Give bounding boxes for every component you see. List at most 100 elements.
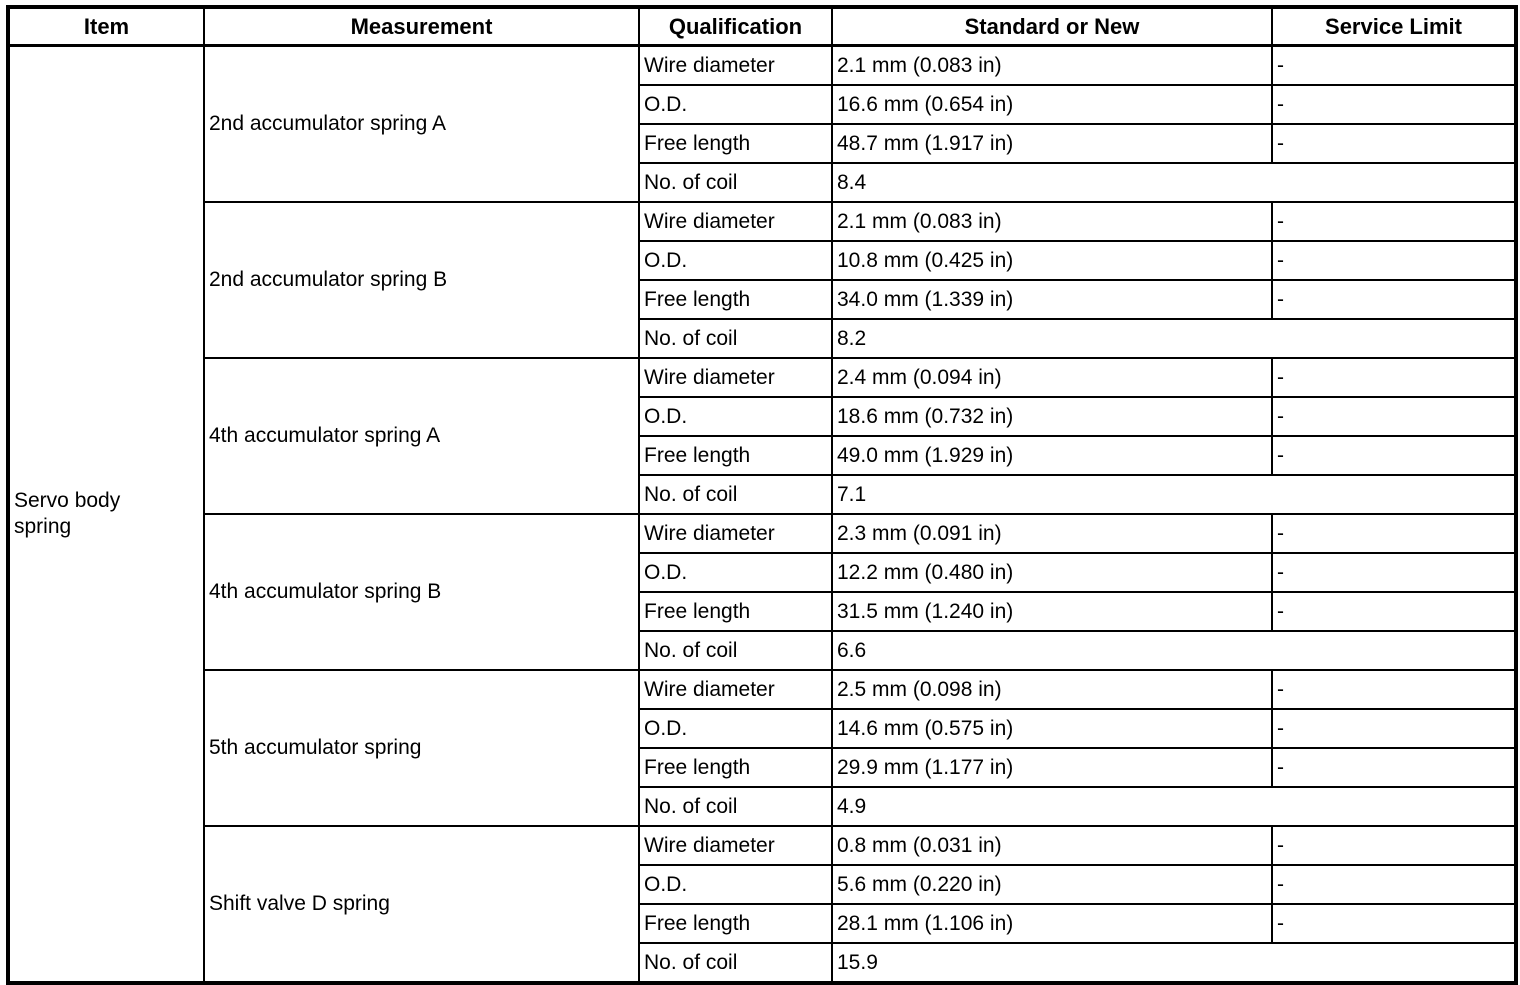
table-row: O.D. 14.6 mm (0.575 in) - — [8, 708, 1517, 749]
table-row: O.D. 16.6 mm (0.654 in) - — [8, 84, 1517, 125]
standard-cell: 49.0 mm (1.929 in) — [831, 435, 1273, 476]
table-row: Free length 49.0 mm (1.929 in) - — [8, 435, 1517, 476]
qualification-cell: No. of coil — [638, 786, 833, 827]
service-cell: - — [1271, 44, 1517, 86]
service-cell: - — [1271, 279, 1517, 320]
standard-cell: 2.1 mm (0.083 in) — [831, 44, 1273, 86]
standard-cell: 48.7 mm (1.917 in) — [831, 123, 1273, 164]
qualification-cell: Free length — [638, 279, 833, 320]
measurement-cell: 4th accumulator spring B — [203, 513, 640, 671]
standard-cell: 2.4 mm (0.094 in) — [831, 357, 1273, 398]
header-row: Item Measurement Qualification Standard … — [7, 6, 1517, 47]
qualification-cell: Free length — [638, 123, 833, 164]
standard-cell: 2.1 mm (0.083 in) — [831, 201, 1273, 242]
table-row: O.D. 5.6 mm (0.220 in) - — [8, 864, 1517, 905]
standard-cell: 8.2 — [831, 318, 1517, 359]
service-cell: - — [1271, 669, 1517, 710]
standard-cell: 31.5 mm (1.240 in) — [831, 591, 1273, 632]
qualification-cell: O.D. — [638, 396, 833, 437]
qualification-cell: No. of coil — [638, 630, 833, 671]
service-cell: - — [1271, 591, 1517, 632]
standard-cell: 8.4 — [831, 162, 1517, 203]
measurement-cell: 4th accumulator spring A — [203, 357, 640, 515]
col-header-standard: Standard or New — [831, 6, 1273, 47]
standard-cell: 5.6 mm (0.220 in) — [831, 864, 1273, 905]
service-cell: - — [1271, 123, 1517, 164]
col-header-measurement: Measurement — [203, 6, 640, 47]
service-cell: - — [1271, 396, 1517, 437]
table-row: O.D. 18.6 mm (0.732 in) - — [8, 396, 1517, 437]
service-cell: - — [1271, 357, 1517, 398]
table-row: No. of coil 7.1 — [8, 474, 1517, 515]
qualification-cell: Wire diameter — [638, 513, 833, 554]
qualification-cell: Free length — [638, 747, 833, 788]
service-cell: - — [1271, 903, 1517, 944]
standard-cell: 10.8 mm (0.425 in) — [831, 240, 1273, 281]
qualification-cell: Wire diameter — [638, 357, 833, 398]
service-cell: - — [1271, 864, 1517, 905]
qualification-cell: O.D. — [638, 708, 833, 749]
standard-cell: 15.9 — [831, 942, 1517, 984]
standard-cell: 12.2 mm (0.480 in) — [831, 552, 1273, 593]
table-row: Shift valve D spring Wire diameter 0.8 m… — [8, 825, 1517, 984]
table-row: 2nd accumulator spring B Wire diameter 2… — [8, 201, 1517, 359]
measurement-cell: 5th accumulator spring — [203, 669, 640, 827]
service-cell: - — [1271, 708, 1517, 749]
table-row: No. of coil 8.4 — [8, 162, 1517, 203]
standard-cell: 4.9 — [831, 786, 1517, 827]
table-row: Free length 31.5 mm (1.240 in) - — [8, 591, 1517, 632]
table-row: Free length 48.7 mm (1.917 in) - — [8, 123, 1517, 164]
standard-cell: 18.6 mm (0.732 in) — [831, 396, 1273, 437]
qualification-cell: Free length — [638, 435, 833, 476]
table-row: O.D. 12.2 mm (0.480 in) - — [8, 552, 1517, 593]
service-cell: - — [1271, 201, 1517, 242]
standard-cell: 6.6 — [831, 630, 1517, 671]
table-row: O.D. 10.8 mm (0.425 in) - — [8, 240, 1517, 281]
service-cell: - — [1271, 513, 1517, 554]
standard-cell: 16.6 mm (0.654 in) — [831, 84, 1273, 125]
qualification-cell: No. of coil — [638, 162, 833, 203]
qualification-cell: Wire diameter — [638, 44, 833, 86]
table-row: Free length 34.0 mm (1.339 in) - — [8, 279, 1517, 320]
standard-cell: 7.1 — [831, 474, 1517, 515]
service-cell: - — [1271, 552, 1517, 593]
service-cell: - — [1271, 825, 1517, 866]
qualification-cell: Wire diameter — [638, 825, 833, 866]
col-header-item: Item — [7, 6, 205, 47]
document-page: Item Measurement Qualification Standard … — [6, 5, 1518, 985]
table-row: No. of coil 6.6 — [8, 630, 1517, 671]
qualification-cell: No. of coil — [638, 318, 833, 359]
qualification-cell: O.D. — [638, 84, 833, 125]
col-header-service: Service Limit — [1271, 6, 1517, 47]
service-cell: - — [1271, 84, 1517, 125]
measurement-cell: 2nd accumulator spring B — [203, 201, 640, 359]
table-row: 4th accumulator spring A Wire diameter 2… — [8, 357, 1517, 515]
service-cell: - — [1271, 747, 1517, 788]
table-row: 4th accumulator spring B Wire diameter 2… — [8, 513, 1517, 671]
table-row: 5th accumulator spring Wire diameter 2.5… — [8, 669, 1517, 827]
spring-spec-table: Item Measurement Qualification Standard … — [6, 5, 1518, 985]
standard-cell: 2.5 mm (0.098 in) — [831, 669, 1273, 710]
standard-cell: 28.1 mm (1.106 in) — [831, 903, 1273, 944]
qualification-cell: Wire diameter — [638, 669, 833, 710]
service-cell: - — [1271, 435, 1517, 476]
item-cell: Servo body spring — [7, 44, 205, 984]
qualification-cell: O.D. — [638, 552, 833, 593]
measurement-cell: Shift valve D spring — [203, 825, 640, 984]
standard-cell: 2.3 mm (0.091 in) — [831, 513, 1273, 554]
standard-cell: 34.0 mm (1.339 in) — [831, 279, 1273, 320]
qualification-cell: O.D. — [638, 864, 833, 905]
table-row: No. of coil 4.9 — [8, 786, 1517, 827]
qualification-cell: Wire diameter — [638, 201, 833, 242]
table-row: Servo body spring 2nd accumulator spring… — [7, 44, 1517, 984]
qualification-cell: No. of coil — [638, 942, 833, 984]
item-label: Servo body spring — [14, 488, 121, 538]
service-cell: - — [1271, 240, 1517, 281]
standard-cell: 29.9 mm (1.177 in) — [831, 747, 1273, 788]
col-header-qualification: Qualification — [638, 6, 833, 47]
standard-cell: 0.8 mm (0.031 in) — [831, 825, 1273, 866]
table-row: No. of coil 8.2 — [8, 318, 1517, 359]
qualification-cell: Free length — [638, 903, 833, 944]
qualification-cell: Free length — [638, 591, 833, 632]
standard-cell: 14.6 mm (0.575 in) — [831, 708, 1273, 749]
